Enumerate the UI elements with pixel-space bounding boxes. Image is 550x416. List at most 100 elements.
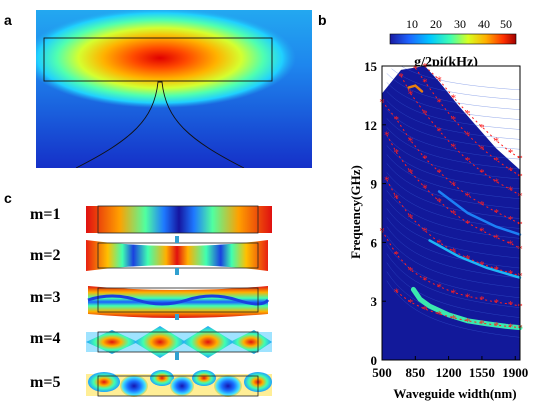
data-point: * xyxy=(436,96,442,108)
data-point: * xyxy=(384,130,390,142)
mode-5-profile xyxy=(86,370,272,397)
data-point: * xyxy=(408,265,414,277)
data-point: * xyxy=(422,275,428,287)
x-tick-label: 500 xyxy=(372,365,392,380)
colorbar-tick-30: 30 xyxy=(454,17,466,31)
data-point: * xyxy=(465,155,471,167)
band-line xyxy=(386,208,521,259)
data-point: * xyxy=(422,108,428,120)
field-simulation-a xyxy=(36,10,312,168)
band-line xyxy=(386,253,521,308)
coupling-band xyxy=(428,239,522,279)
x-tick-label: 1550 xyxy=(469,365,495,380)
band-line xyxy=(386,172,521,219)
data-point: * xyxy=(493,155,499,167)
field-hotspot xyxy=(36,10,296,108)
band-line xyxy=(386,280,521,338)
colorbar-tick-40: 40 xyxy=(478,17,490,31)
data-point: * xyxy=(465,130,471,142)
series-line xyxy=(386,179,521,277)
y-tick-label: 9 xyxy=(371,177,378,192)
data-point: * xyxy=(493,264,499,276)
data-point: * xyxy=(436,75,442,87)
data-point: * xyxy=(493,297,499,309)
band-line xyxy=(386,163,521,209)
data-point: * xyxy=(422,183,428,195)
data-point: * xyxy=(408,88,414,100)
series-line xyxy=(386,134,521,249)
band-line xyxy=(386,235,521,289)
data-point: * xyxy=(408,135,414,147)
data-point: * xyxy=(436,167,442,179)
mode-label-4: m=4 xyxy=(30,330,61,347)
data-point: * xyxy=(451,208,457,220)
colorbar-tick-20: 20 xyxy=(430,17,442,31)
data-point: * xyxy=(451,141,457,153)
band-line xyxy=(386,109,521,150)
y-axis-label: Frequency(GHz) xyxy=(350,165,363,259)
data-point: * xyxy=(451,114,457,126)
data-point: * xyxy=(465,190,471,202)
y-tick-label: 15 xyxy=(364,62,378,74)
data-point: * xyxy=(508,214,514,226)
mode-4-profile xyxy=(86,326,272,360)
mode-label-5: m=5 xyxy=(30,374,61,391)
data-point: * xyxy=(479,318,485,330)
data-point: * xyxy=(422,77,428,89)
band-line xyxy=(391,68,521,101)
data-point: * xyxy=(493,233,499,245)
data-point: * xyxy=(394,192,400,204)
data-point: * xyxy=(465,253,471,265)
data-point: * xyxy=(465,291,471,303)
data-point: * xyxy=(465,218,471,230)
y-tick-label: 3 xyxy=(371,294,378,309)
data-point: * xyxy=(451,180,457,192)
data-point: * xyxy=(465,316,471,328)
waveguide-outline xyxy=(43,37,273,82)
panel-label-b: b xyxy=(318,12,327,28)
data-point: * xyxy=(508,268,514,280)
data-point: * xyxy=(384,175,390,187)
data-point: * xyxy=(436,237,442,249)
band-line xyxy=(386,100,521,140)
band-line xyxy=(386,145,521,190)
series-line xyxy=(381,100,521,225)
plot-frame xyxy=(381,65,521,361)
band-line xyxy=(386,127,521,170)
mode-2-profile xyxy=(86,236,268,275)
data-point: * xyxy=(408,167,414,179)
data-point: * xyxy=(508,165,514,177)
series-line xyxy=(381,230,521,307)
data-point: * xyxy=(436,126,442,138)
band-line xyxy=(386,199,521,249)
series-line xyxy=(400,75,521,196)
data-point: * xyxy=(479,167,485,179)
data-point: * xyxy=(493,135,499,147)
data-point: * xyxy=(508,184,514,196)
x-tick-label: 1200 xyxy=(436,365,462,380)
x-tick-label: 850 xyxy=(406,365,426,380)
data-point: * xyxy=(436,282,442,294)
coupling-band xyxy=(437,190,522,236)
frequency-heatmap-chart: * * * * * * * * * * * * * * * * * * * * * * * * * * * * * * * * * * * * * * * *… xyxy=(350,62,528,401)
data-point: * xyxy=(479,259,485,271)
y-tick-label: 6 xyxy=(371,235,378,250)
band-line xyxy=(386,217,521,269)
y-tick-label: 12 xyxy=(364,118,377,133)
data-point: * xyxy=(394,147,400,159)
data-point: * xyxy=(451,287,457,299)
mode-label-1: m=1 xyxy=(30,206,61,223)
x-tick-label: 1900 xyxy=(502,365,528,380)
band-line xyxy=(386,73,521,110)
data-point: * xyxy=(451,246,457,258)
band-line xyxy=(400,65,521,91)
data-point: * xyxy=(493,320,499,332)
band-line xyxy=(386,190,521,239)
data-point: * xyxy=(451,92,457,104)
panel-label-a: a xyxy=(4,12,12,28)
data-point: * xyxy=(508,238,514,250)
data-point: * xyxy=(422,62,428,73)
band-line xyxy=(386,118,521,160)
data-point: * xyxy=(436,309,442,321)
data-point: * xyxy=(479,199,485,211)
